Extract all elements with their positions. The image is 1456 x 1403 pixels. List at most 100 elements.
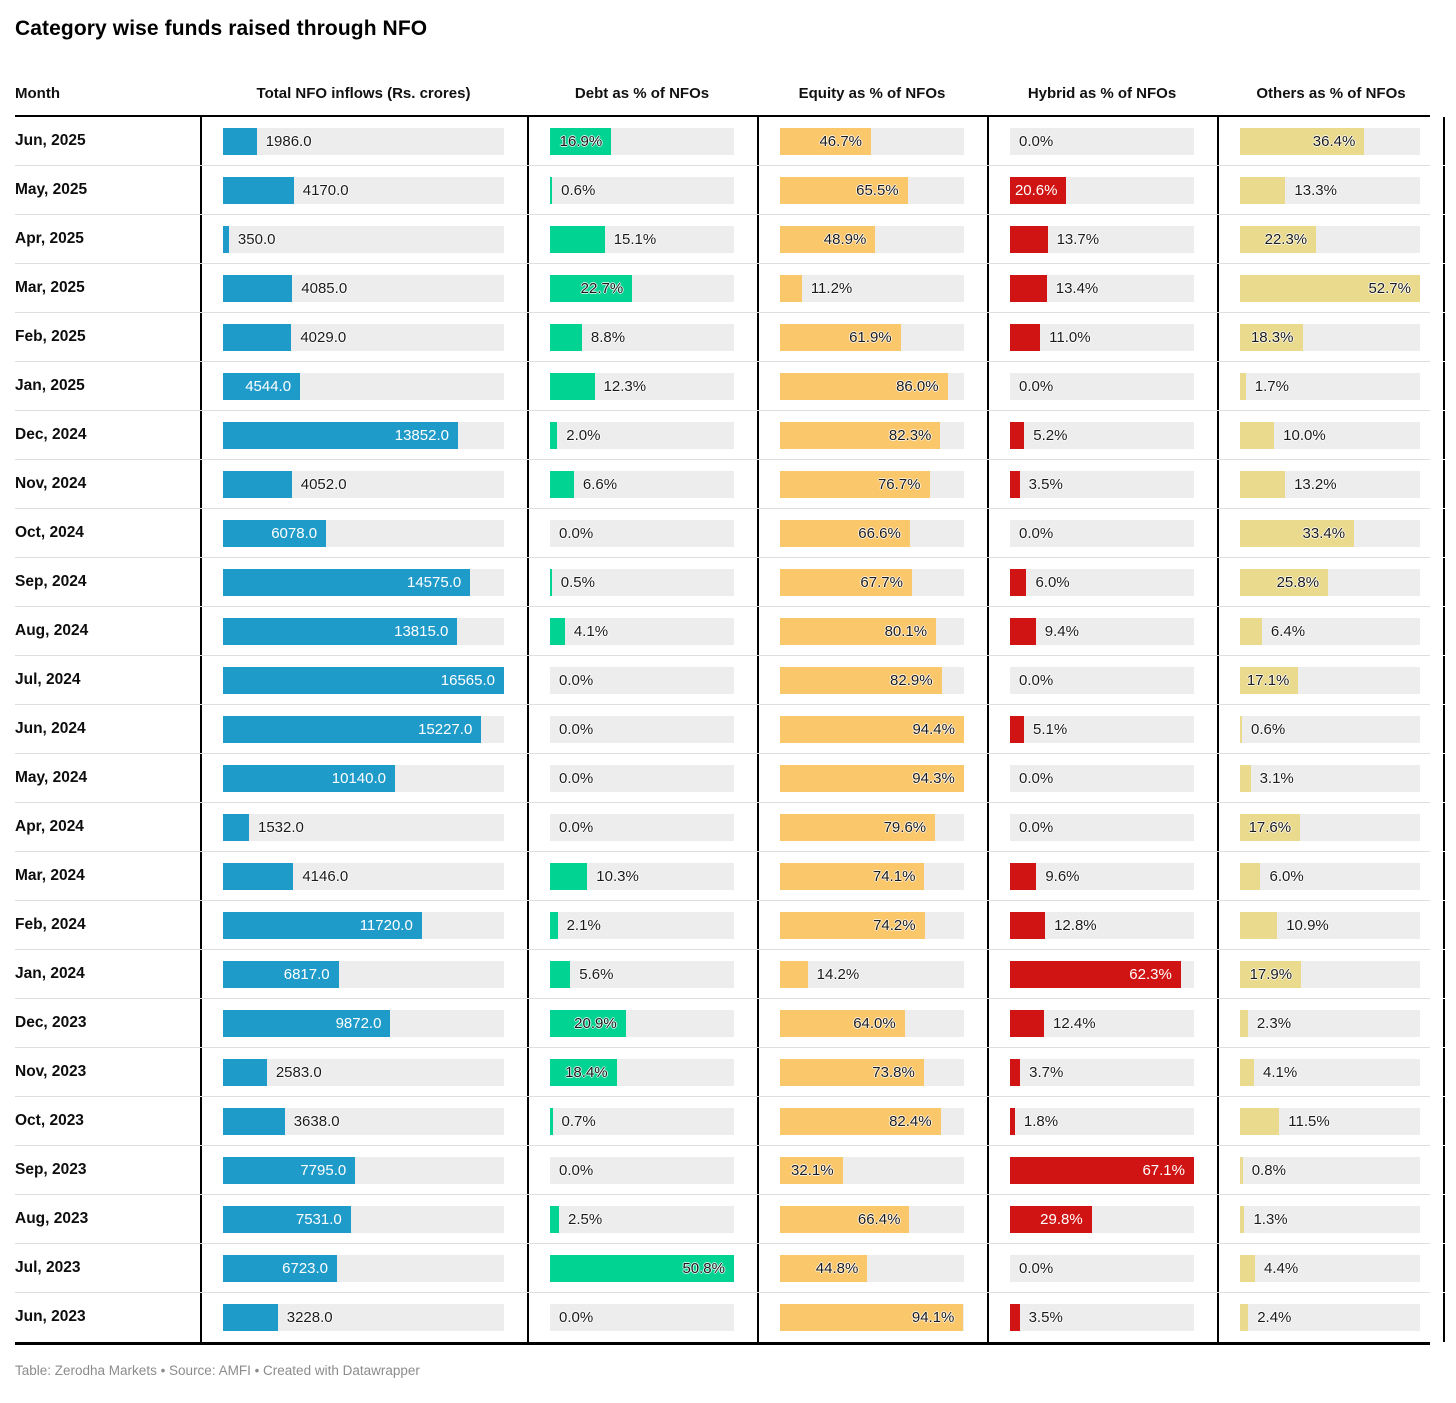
hybrid-bar-cell: 9.6%	[987, 852, 1217, 900]
bar-track: 64.0%	[780, 1009, 964, 1037]
others-bar-cell: 3.1%	[1217, 754, 1445, 802]
table-row: Jun, 2024 15227.0 0.0% 94.4% 5.1% 0.6%	[15, 705, 1445, 754]
equity-bar: 46.7%	[780, 127, 872, 155]
bar-track: 2.0%	[550, 421, 734, 449]
hybrid-bar-cell: 0.0%	[987, 362, 1217, 410]
nfo-table: Month Total NFO inflows (Rs. crores) Deb…	[15, 62, 1445, 1345]
others-value-label: 4.4%	[1264, 1259, 1299, 1277]
hybrid-bar: 20.6%	[1010, 176, 1067, 204]
others-bar: 52.7%	[1240, 274, 1420, 302]
hybrid-bar	[1010, 274, 1047, 302]
others-bar-cell: 0.8%	[1217, 1146, 1445, 1194]
debt-bar-cell: 2.1%	[527, 901, 757, 949]
total-bar	[223, 127, 257, 155]
bar-track: 4.1%	[1240, 1058, 1420, 1086]
bar-track: 11720.0	[223, 911, 504, 939]
bar-track: 3.5%	[1010, 1304, 1194, 1331]
total-value-label: 13815.0	[394, 622, 449, 640]
equity-value-label: 48.9%	[823, 230, 867, 248]
equity-bar-cell: 82.4%	[757, 1097, 987, 1145]
month-label: Jun, 2024	[15, 720, 86, 737]
bar-track: 14.2%	[780, 960, 964, 988]
total-bar: 6817.0	[223, 960, 339, 988]
others-value-label: 13.2%	[1294, 475, 1337, 493]
debt-bar-cell: 15.1%	[527, 215, 757, 263]
total-bar	[223, 323, 292, 351]
bar-track: 13.2%	[1240, 470, 1420, 498]
bar-track: 10.0%	[1240, 421, 1420, 449]
bar-track: 0.8%	[1240, 1156, 1420, 1184]
hybrid-value-label: 3.7%	[1029, 1063, 1064, 1081]
total-bar: 15227.0	[223, 715, 482, 743]
bar-track: 12.8%	[1010, 911, 1194, 939]
others-bar-cell: 18.3%	[1217, 313, 1445, 361]
bar-track: 36.4%	[1240, 127, 1420, 155]
debt-bar-cell: 0.0%	[527, 1146, 757, 1194]
debt-value-label: 2.0%	[566, 426, 601, 444]
debt-bar: 20.9%	[550, 1009, 626, 1037]
month-label: Dec, 2024	[15, 426, 87, 443]
bar-track: 0.0%	[550, 1156, 734, 1184]
total-bar-cell: 6078.0	[200, 509, 527, 557]
equity-bar-cell: 94.1%	[757, 1293, 987, 1342]
total-bar-cell: 13852.0	[200, 411, 527, 459]
hybrid-value-label: 29.8%	[1040, 1210, 1083, 1228]
equity-bar: 32.1%	[780, 1156, 843, 1184]
equity-bar: 94.3%	[780, 764, 964, 792]
bar-track: 17.9%	[1240, 960, 1420, 988]
debt-bar-cell: 5.6%	[527, 950, 757, 998]
hybrid-value-label: 3.5%	[1028, 1309, 1063, 1326]
others-value-label: 10.0%	[1283, 426, 1326, 444]
others-value-label: 11.5%	[1288, 1112, 1330, 1130]
bar-track: 0.0%	[1010, 372, 1194, 400]
equity-bar-cell: 48.9%	[757, 215, 987, 263]
debt-bar-cell: 0.0%	[527, 754, 757, 802]
hybrid-bar	[1010, 1009, 1044, 1037]
others-bar	[1240, 1058, 1254, 1086]
others-bar: 33.4%	[1240, 519, 1355, 547]
total-value-label: 14575.0	[407, 573, 462, 591]
hybrid-value-label: 9.6%	[1045, 867, 1080, 885]
total-bar: 6723.0	[223, 1254, 338, 1282]
hybrid-bar	[1010, 470, 1020, 498]
equity-value-label: 76.7%	[877, 475, 921, 493]
others-bar: 17.9%	[1240, 960, 1302, 988]
equity-value-label: 64.0%	[853, 1014, 896, 1032]
bar-track: 25.8%	[1240, 568, 1420, 596]
equity-bar-cell: 64.0%	[757, 999, 987, 1047]
total-bar: 4544.0	[223, 372, 301, 400]
hybrid-bar	[1010, 1304, 1020, 1331]
bar-track: 20.9%	[550, 1009, 734, 1037]
hybrid-value-label: 5.1%	[1032, 720, 1068, 738]
equity-bar: 61.9%	[780, 323, 901, 351]
hybrid-bar	[1010, 323, 1041, 351]
total-bar: 6078.0	[223, 519, 327, 547]
equity-bar-cell: 74.2%	[757, 901, 987, 949]
total-bar-cell: 15227.0	[200, 705, 527, 753]
bar-track: 13852.0	[223, 421, 504, 449]
table-row: Jan, 2024 6817.0 5.6% 14.2% 62.3% 17.9%	[15, 950, 1445, 999]
others-value-label: 22.3%	[1264, 230, 1308, 248]
hybrid-value-label: 0.0%	[1019, 132, 1054, 150]
total-value-label: 6723.0	[282, 1259, 329, 1277]
hybrid-bar-cell: 9.4%	[987, 607, 1217, 655]
month-label: Feb, 2025	[15, 328, 86, 345]
hybrid-bar-cell: 29.8%	[987, 1195, 1217, 1243]
others-value-label: 36.4%	[1312, 132, 1356, 150]
bar-track: 2.3%	[1240, 1009, 1420, 1037]
debt-value-label: 0.5%	[560, 573, 595, 591]
debt-bar	[550, 323, 582, 351]
bar-track: 4.4%	[1240, 1254, 1420, 1282]
equity-value-label: 74.1%	[872, 867, 916, 885]
table-body: Jun, 2025 1986.0 16.9% 46.7% 0.0% 36.4% May, 2…	[15, 117, 1445, 1345]
bar-track: 2.5%	[550, 1205, 734, 1233]
total-bar-cell: 14575.0	[200, 558, 527, 606]
others-value-label: 25.8%	[1276, 573, 1320, 591]
bar-track: 0.0%	[550, 764, 734, 792]
hybrid-bar-cell: 62.3%	[987, 950, 1217, 998]
equity-value-label: 94.1%	[911, 1309, 955, 1326]
others-bar-cell: 52.7%	[1217, 264, 1445, 312]
others-bar	[1240, 911, 1278, 939]
total-bar: 11720.0	[223, 911, 422, 939]
bar-track: 7795.0	[223, 1156, 504, 1184]
